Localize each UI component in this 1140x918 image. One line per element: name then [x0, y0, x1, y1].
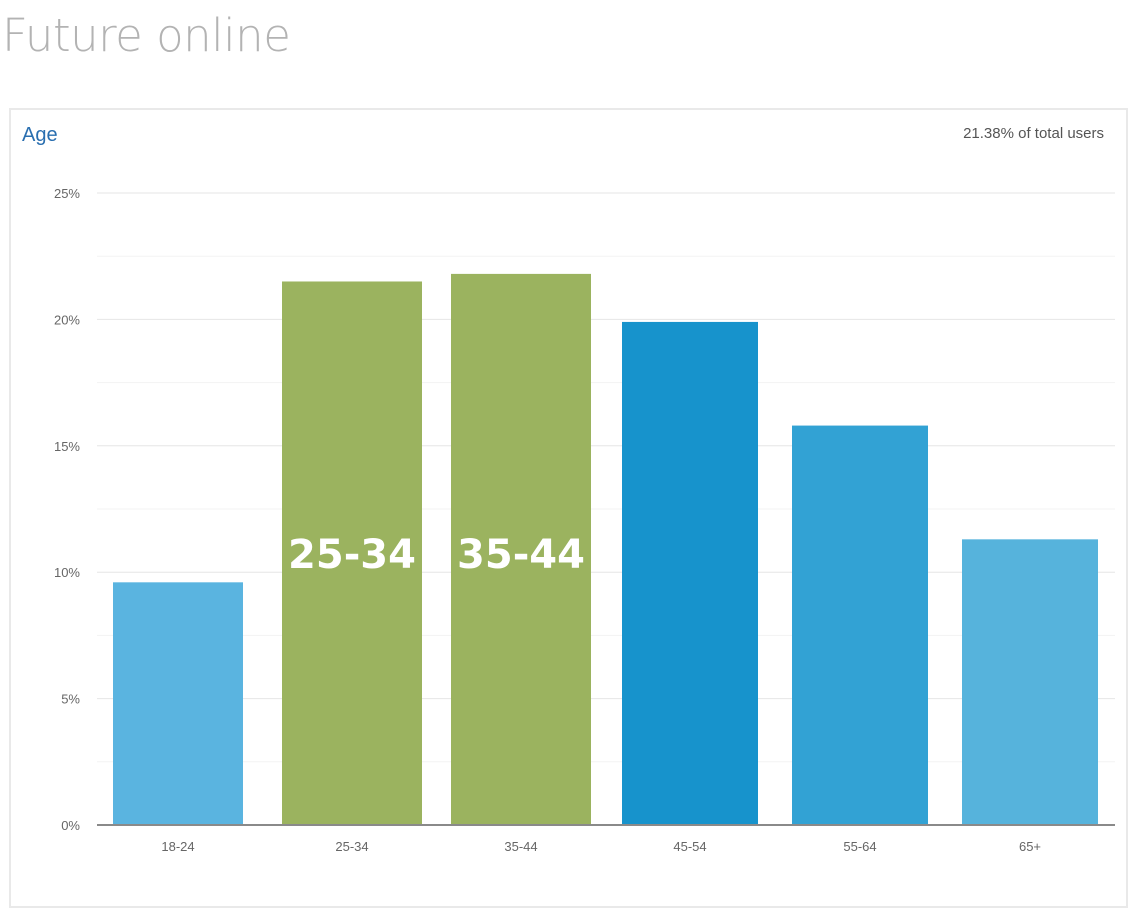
y-tick-label: 15%	[54, 439, 80, 454]
x-tick-label: 18-24	[161, 839, 194, 854]
chart-title: Age	[22, 124, 58, 146]
bar-55-64	[792, 425, 928, 825]
x-tick-label: 45-54	[673, 839, 706, 854]
y-tick-label: 25%	[54, 186, 80, 201]
total-users-label: 21.38% of total users	[963, 125, 1104, 142]
x-tick-label: 25-34	[335, 839, 368, 854]
x-tick-label: 55-64	[843, 839, 876, 854]
y-tick-label: 0%	[61, 818, 80, 833]
bar-annotation-35-44: 35-44	[457, 532, 585, 578]
x-tick-label: 35-44	[504, 839, 537, 854]
y-tick-label: 5%	[61, 692, 80, 707]
bar-35-44	[451, 273, 591, 825]
y-tick-label: 10%	[54, 565, 80, 580]
y-tick-label: 20%	[54, 312, 80, 327]
bar-18-24	[113, 582, 243, 825]
bar-45-54	[622, 321, 758, 825]
page-title: Future online	[2, 9, 291, 62]
bar-25-34	[282, 281, 422, 826]
bar-annotation-25-34: 25-34	[288, 532, 416, 578]
x-tick-label: 65+	[1019, 839, 1041, 854]
bar-65+	[962, 539, 1098, 825]
